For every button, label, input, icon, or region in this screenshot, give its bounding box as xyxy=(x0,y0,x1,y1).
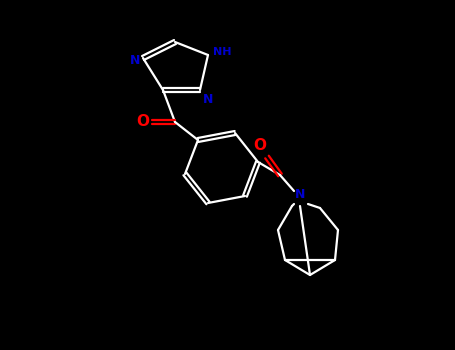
Text: N: N xyxy=(203,93,213,106)
Text: N: N xyxy=(130,54,140,66)
Text: O: O xyxy=(136,114,149,130)
Text: N: N xyxy=(295,189,305,202)
Text: NH: NH xyxy=(213,47,232,57)
Text: O: O xyxy=(253,138,266,153)
